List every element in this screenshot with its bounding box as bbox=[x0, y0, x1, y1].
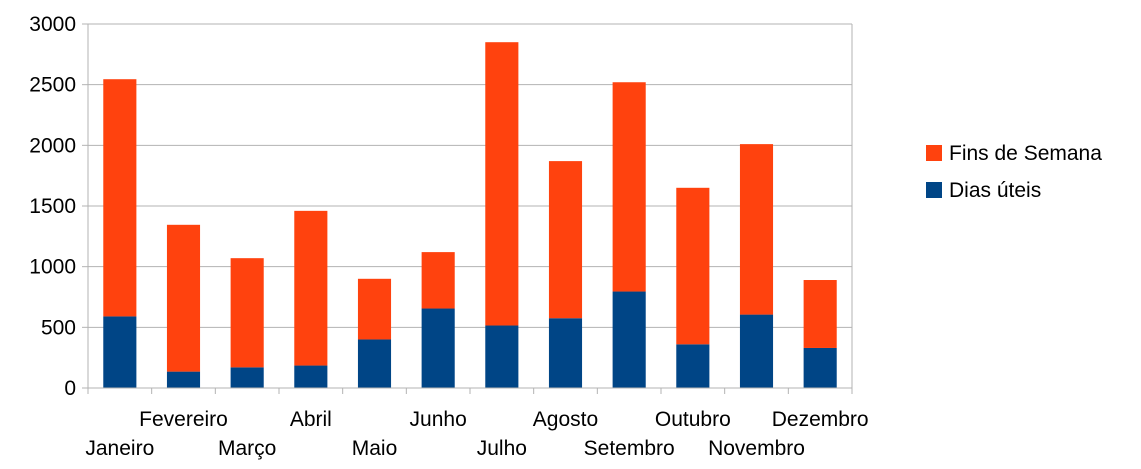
y-tick-label: 2500 bbox=[29, 74, 76, 97]
bars bbox=[103, 42, 837, 388]
y-tick-label: 1000 bbox=[29, 256, 76, 279]
legend: Fins de Semana Dias úteis bbox=[926, 142, 1102, 202]
bar-fins-de-semana bbox=[548, 161, 583, 319]
legend-swatch bbox=[926, 145, 942, 161]
legend-swatch bbox=[926, 182, 942, 198]
y-tick-label: 2000 bbox=[29, 134, 76, 157]
bar-fins-de-semana bbox=[612, 82, 646, 292]
y-tick-label: 3000 bbox=[29, 13, 76, 36]
bar-dias-uteis bbox=[230, 367, 264, 388]
bar-dias-uteis bbox=[612, 291, 646, 388]
y-tick-label: 500 bbox=[41, 316, 76, 339]
y-tick-label: 0 bbox=[64, 377, 76, 400]
x-tick-label: Novembro bbox=[708, 437, 805, 460]
bar-fins-de-semana bbox=[421, 252, 455, 309]
x-tick-label: Junho bbox=[410, 408, 467, 431]
bar-dias-uteis bbox=[739, 314, 774, 388]
bar-dias-uteis bbox=[485, 325, 519, 388]
x-tick-label: Setembro bbox=[584, 437, 675, 460]
bar-dias-uteis bbox=[803, 347, 837, 388]
x-tick-label: Março bbox=[218, 437, 276, 460]
y-tick-label: 1500 bbox=[29, 195, 76, 218]
grid-lines bbox=[88, 23, 853, 388]
x-tick-label: Agosto bbox=[533, 408, 598, 431]
bar-dias-uteis bbox=[103, 316, 137, 388]
bar-fins-de-semana bbox=[230, 258, 264, 368]
bar-dias-uteis bbox=[166, 371, 201, 388]
x-tick-label: Dezembro bbox=[772, 408, 869, 431]
bar-dias-uteis bbox=[548, 318, 583, 388]
bar-fins-de-semana bbox=[166, 224, 201, 372]
x-tick-label: Outubro bbox=[655, 408, 731, 431]
legend-label: Dias úteis bbox=[949, 179, 1041, 202]
x-tick-label: Janeiro bbox=[85, 437, 154, 460]
bar-fins-de-semana bbox=[103, 79, 137, 317]
bar-fins-de-semana bbox=[357, 278, 392, 340]
bar-fins-de-semana bbox=[676, 187, 710, 345]
bar-dias-uteis bbox=[357, 339, 392, 388]
bar-fins-de-semana bbox=[294, 210, 328, 366]
x-tick-label: Maio bbox=[352, 437, 398, 460]
bar-dias-uteis bbox=[294, 365, 328, 388]
x-tick-label: Abril bbox=[290, 408, 332, 431]
x-tick-label: Julho bbox=[477, 437, 527, 460]
bar-fins-de-semana bbox=[803, 280, 837, 348]
bar-fins-de-semana bbox=[485, 42, 519, 326]
bar-dias-uteis bbox=[676, 344, 710, 388]
x-tick-label: Fevereiro bbox=[139, 408, 228, 431]
bar-dias-uteis bbox=[421, 308, 455, 388]
axes: 0 500 1000 1500 2000 2500 3000 Janeiro Fevereiro… bbox=[29, 13, 868, 460]
bar-fins-de-semana bbox=[739, 144, 774, 315]
legend-label: Fins de Semana bbox=[949, 142, 1102, 165]
